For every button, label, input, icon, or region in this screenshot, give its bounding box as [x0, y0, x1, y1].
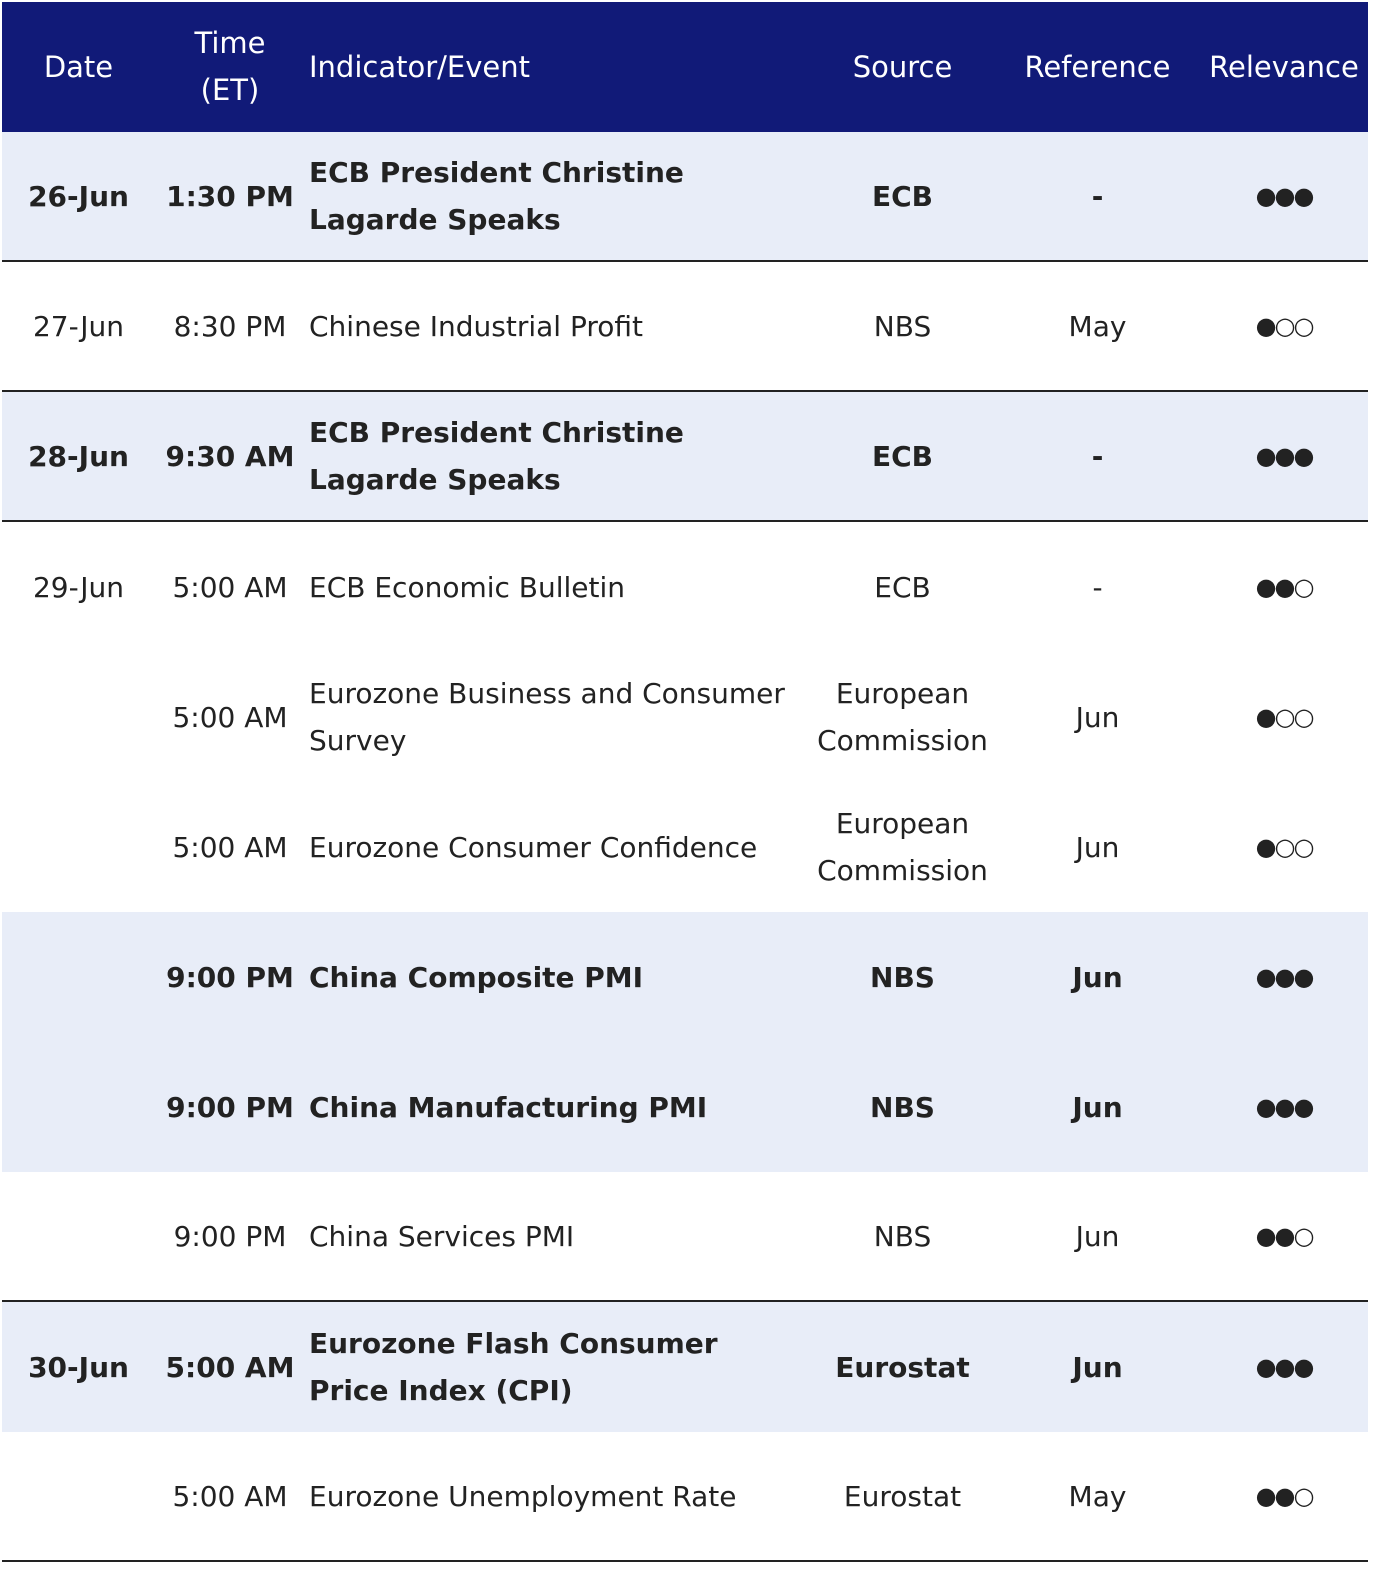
reference-cell: Jun	[1075, 1219, 1120, 1253]
relevance-cell: ●○○	[1255, 832, 1315, 861]
source-cell: NBS	[873, 309, 932, 343]
source-cell: European Commission	[817, 677, 988, 757]
table-row: 5:00 AM Eurozone Consumer Confidence Europ…	[2, 782, 1368, 912]
table-row: 30-Jun 5:00 AM Eurozone Flash Consumer Pri…	[2, 1302, 1368, 1432]
time-cell: 9:00 PM	[173, 1219, 287, 1253]
date-cell: 26-Jun	[28, 179, 129, 213]
event-cell: ECB Economic Bulletin	[309, 570, 626, 604]
table-row: 5:00 AM Eurozone Business and Consumer Su…	[2, 652, 1368, 782]
reference-cell: Jun	[1072, 960, 1123, 994]
table-row: 29-Jun 5:00 AM ECB Economic Bulletin ECB - ●●…	[2, 522, 1368, 652]
relevance-cell: ●●○	[1255, 1221, 1315, 1250]
reference-cell: May	[1068, 309, 1127, 343]
relevance-cell: ●●○	[1255, 1481, 1315, 1510]
header-cell: Source	[852, 49, 953, 84]
table-row: 9:00 PM China Manufacturing PMI NBS Jun ●●●	[2, 1042, 1368, 1172]
date-cell: 27-Jun	[32, 309, 125, 343]
header-cell: Reference	[1024, 49, 1171, 84]
relevance-cell: ●○○	[1255, 702, 1315, 731]
event-cell: Eurozone Unemployment Rate	[309, 1479, 737, 1513]
relevance-cell: ●○○	[1255, 311, 1315, 340]
time-cell: 5:00 AM	[172, 1479, 288, 1513]
source-cell: Eurostat	[835, 1350, 970, 1384]
time-cell: 5:00 AM	[172, 700, 288, 734]
reference-cell: -	[1091, 439, 1104, 473]
event-cell: ECB President Christine Lagarde Speaks	[309, 156, 684, 236]
source-cell: ECB	[874, 570, 931, 604]
relevance-cell: ●●●	[1255, 962, 1315, 991]
time-cell: 5:00 AM	[172, 570, 288, 604]
time-cell: 1:30 PM	[166, 179, 294, 213]
date-cell: 29-Jun	[32, 570, 125, 604]
table-row: 28-Jun 9:30 AM ECB President Christine Lag…	[2, 392, 1368, 522]
date-cell: 30-Jun	[28, 1350, 129, 1384]
time-cell: 9:00 PM	[166, 1090, 294, 1124]
date-cell: 28-Jun	[28, 439, 129, 473]
relevance-cell: ●●●	[1255, 441, 1315, 470]
source-cell: European Commission	[817, 807, 988, 887]
reference-cell: -	[1092, 570, 1103, 604]
source-cell: Eurostat	[843, 1479, 962, 1513]
reference-cell: May	[1068, 1479, 1127, 1513]
event-cell: China Services PMI	[309, 1219, 575, 1253]
relevance-cell: ●●○	[1255, 572, 1315, 601]
table-row: 26-Jun 1:30 PM ECB President Christine Lag…	[2, 132, 1368, 262]
reference-cell: Jun	[1072, 1090, 1123, 1124]
event-cell: China Manufacturing PMI	[309, 1090, 708, 1124]
header-cell: Indicator/Event	[309, 49, 530, 84]
table-row: 9:00 PM China Services PMI NBS Jun ●●○	[2, 1172, 1368, 1302]
event-cell: Eurozone Flash Consumer Price Index (CPI…	[309, 1327, 718, 1407]
table-row: 5:00 AM Eurozone Unemployment Rate Eurosta…	[2, 1432, 1368, 1562]
reference-cell: Jun	[1072, 1350, 1123, 1384]
event-cell: Eurozone Business and Consumer Survey	[309, 677, 785, 757]
reference-cell: Jun	[1075, 830, 1120, 864]
event-cell: China Composite PMI	[309, 960, 644, 994]
relevance-cell: ●●●	[1255, 181, 1315, 210]
table-row: 27-Jun 8:30 PM Chinese Industrial Profit NB…	[2, 262, 1368, 392]
table-row: 9:00 PM China Composite PMI NBS Jun ●●●	[2, 912, 1368, 1042]
time-cell: 5:00 AM	[172, 830, 288, 864]
header-row: Date Time (ET) Indicator/Event Source Refere…	[2, 2, 1368, 132]
header-cell: Relevance	[1209, 49, 1359, 84]
header-cell: Date	[43, 49, 114, 84]
reference-cell: -	[1091, 179, 1104, 213]
time-cell: 8:30 PM	[173, 309, 287, 343]
header-cell: Time (ET)	[194, 26, 266, 107]
time-cell: 9:00 PM	[166, 960, 294, 994]
event-cell: Chinese Industrial Profit	[309, 309, 644, 343]
time-cell: 5:00 AM	[165, 1350, 295, 1384]
event-cell: ECB President Christine Lagarde Speaks	[309, 416, 684, 496]
table: Date Time (ET) Indicator/Event Source Refere…	[2, 2, 1368, 1562]
source-cell: NBS	[870, 1090, 935, 1124]
source-cell: NBS	[870, 960, 935, 994]
reference-cell: Jun	[1075, 700, 1120, 734]
source-cell: ECB	[871, 439, 934, 473]
time-cell: 9:30 AM	[165, 439, 295, 473]
relevance-cell: ●●●	[1255, 1352, 1315, 1381]
source-cell: ECB	[871, 179, 934, 213]
relevance-cell: ●●●	[1255, 1092, 1315, 1121]
source-cell: NBS	[873, 1219, 932, 1253]
event-cell: Eurozone Consumer Confidence	[309, 830, 758, 864]
